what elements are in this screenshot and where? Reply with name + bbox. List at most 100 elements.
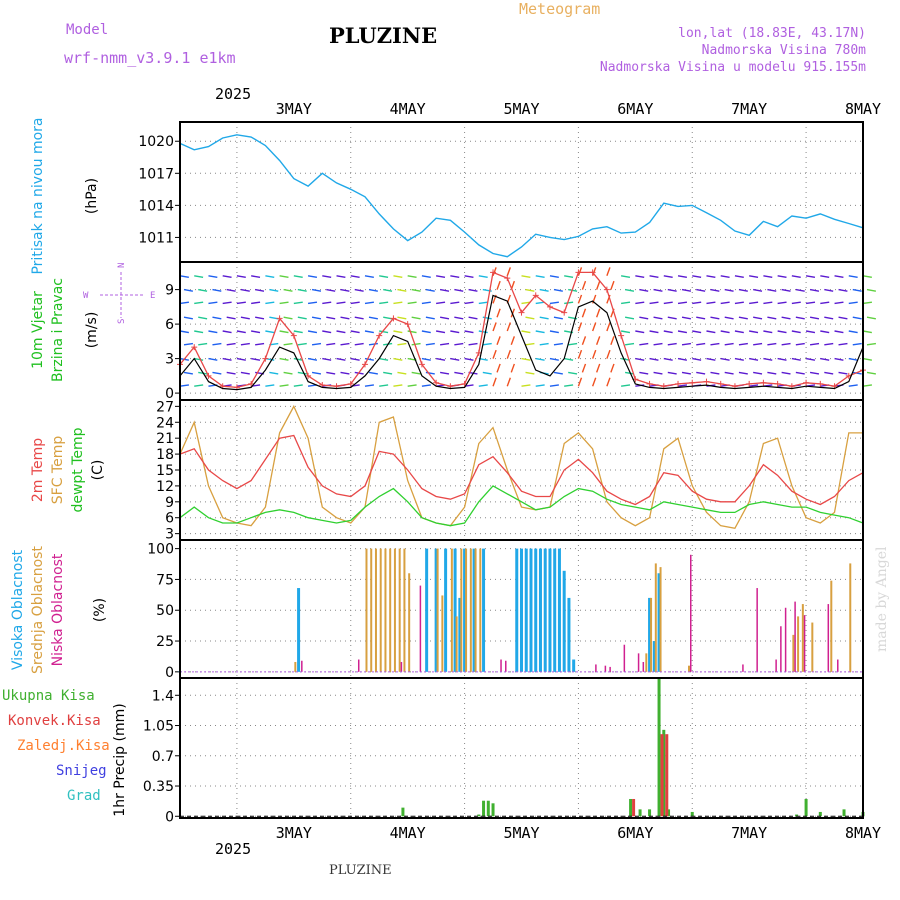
- wind-panel: 0 3 6 9: [165, 261, 877, 402]
- wind-barb: [791, 330, 801, 334]
- high_cloud-bar: [297, 588, 301, 672]
- wind-barb: [236, 301, 246, 305]
- wind-barb: [606, 267, 611, 277]
- wind-barb: [696, 288, 706, 292]
- wind-barb: [610, 280, 615, 290]
- y-tick-label: 75: [156, 572, 174, 588]
- wind-gust-marker: [803, 379, 810, 386]
- top-day-label: 8MAY: [845, 100, 881, 118]
- y-tick-label: 1020: [138, 134, 174, 150]
- high-cloud-ylabel: Visoka Oblacnost: [10, 549, 26, 670]
- wind-barb: [624, 316, 635, 320]
- station-title: PLUZINE: [329, 23, 437, 48]
- wind-barb: [208, 330, 218, 334]
- mid_cloud-bar: [436, 548, 439, 672]
- wind-barb: [564, 357, 574, 361]
- wind-gust-marker: [760, 379, 767, 386]
- mid_cloud-bar: [370, 548, 373, 672]
- wind-gust-marker: [817, 380, 824, 387]
- wind-barb: [667, 342, 677, 346]
- mid_cloud-bar: [830, 580, 833, 672]
- pressure-ylabel-unit: (hPa): [84, 178, 100, 214]
- wind-barb: [805, 330, 816, 334]
- low_cloud-bar: [419, 585, 422, 672]
- wind-barb: [194, 357, 204, 361]
- mid_cloud-bar: [403, 548, 406, 672]
- wind-barb: [364, 384, 374, 387]
- total_precip-bar: [486, 800, 490, 817]
- wind-barb: [307, 357, 318, 361]
- wind-barb: [311, 371, 322, 375]
- top-year-label: 2025: [215, 85, 251, 103]
- wind-barb: [696, 342, 706, 346]
- legend-snow: Snijeg: [56, 763, 107, 779]
- wind-barb: [820, 275, 830, 279]
- wind-barb: [824, 316, 834, 320]
- high_cloud-bar: [524, 548, 528, 672]
- wind-barb: [336, 330, 346, 334]
- wind-gust-marker: [376, 332, 383, 339]
- wind-barb: [425, 371, 435, 375]
- mid_cloud-bar: [379, 548, 382, 672]
- wind-barb: [824, 371, 834, 375]
- wind-barb: [635, 275, 645, 279]
- wind-barb: [795, 371, 805, 375]
- wind-barb: [535, 275, 545, 279]
- wind-gust-marker: [205, 372, 212, 379]
- wind-barb: [706, 301, 716, 305]
- wind-barb: [692, 301, 702, 305]
- legend-total-rain: Ukupna Kisa: [2, 688, 95, 704]
- wind-barb: [568, 342, 578, 346]
- wind-barb: [777, 330, 787, 334]
- wind-barb: [667, 371, 677, 375]
- mid_cloud-bar: [374, 548, 377, 672]
- sfc_temp-line: [179, 404, 863, 530]
- wind-barb: [866, 316, 876, 320]
- wind-barb: [379, 301, 389, 305]
- wind-barb: [781, 371, 791, 375]
- wind-barb: [763, 301, 773, 305]
- bottom-day-label: 4MAY: [390, 824, 426, 842]
- wind-barb: [265, 330, 275, 334]
- coords-label: lon,lat (18.83E, 43.17N): [678, 26, 866, 41]
- wind-barb: [553, 342, 563, 346]
- wind-barb: [535, 357, 545, 361]
- wind-barb: [564, 275, 574, 279]
- wind-barb: [663, 357, 673, 361]
- wind-gust-marker: [532, 292, 539, 299]
- model-elevation-label: Nadmorska Visina u modelu 915.155m: [600, 60, 866, 75]
- low_cloud-bar: [780, 626, 782, 672]
- wind-barb: [866, 288, 876, 292]
- wind-barb: [293, 357, 303, 361]
- wind-barb: [568, 371, 578, 375]
- wind-barb: [283, 316, 293, 320]
- wind-barb: [663, 275, 673, 279]
- temp2m-line: [179, 434, 864, 506]
- wind-barb: [805, 301, 816, 305]
- high_cloud-bar: [657, 573, 661, 672]
- wind-barb: [251, 275, 261, 279]
- wind-barb: [706, 357, 716, 361]
- wind-barb: [478, 384, 488, 387]
- wind-barb: [521, 301, 531, 305]
- wind-barb: [307, 275, 318, 279]
- wind-barb: [194, 384, 204, 387]
- wind-barb: [549, 275, 559, 279]
- wind-barb: [852, 316, 862, 320]
- wind-gust-marker: [689, 379, 696, 386]
- wind-barb: [464, 275, 474, 279]
- wind-barb: [322, 275, 332, 279]
- wind-barb: [692, 330, 702, 334]
- wind-barb: [553, 371, 563, 375]
- wind-barb: [862, 384, 873, 387]
- wind-barb: [820, 301, 830, 305]
- wind-barb: [350, 330, 360, 334]
- high_cloud-bar: [434, 548, 438, 672]
- wind-barb: [866, 342, 877, 346]
- wind-barb: [649, 357, 659, 361]
- cloud-ylabel: Visoka Oblacnost Srednja Oblacnost Niska…: [10, 546, 108, 674]
- wind-barb: [383, 371, 393, 375]
- wind-barb: [795, 288, 805, 292]
- wind-barb: [208, 275, 218, 279]
